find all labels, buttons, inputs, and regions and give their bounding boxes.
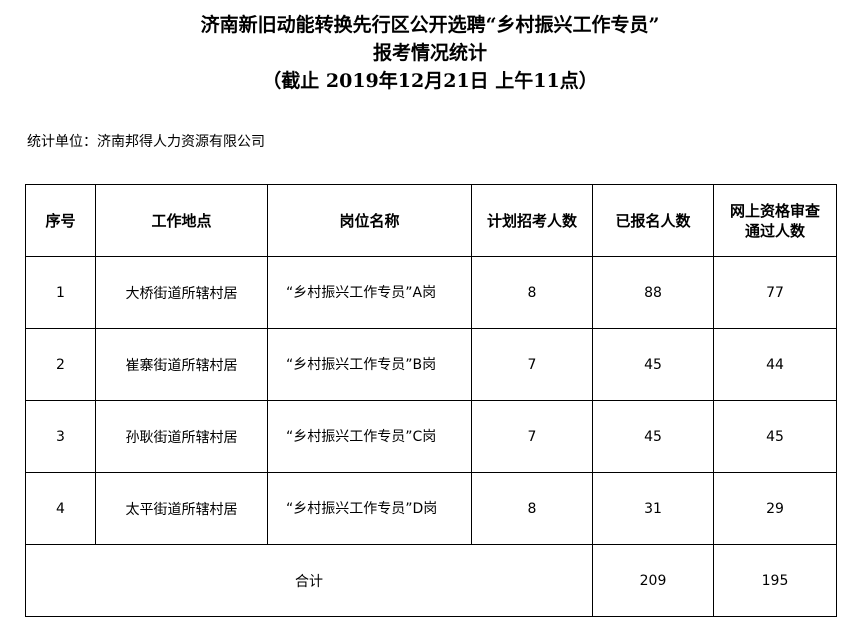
- total-passed: 195: [713, 544, 837, 617]
- cell-planned: 7: [471, 400, 593, 473]
- cell-planned: 7: [471, 328, 593, 401]
- table-row: 1 大桥街道所辖村居 “乡村振兴工作专员”A岗 8 88 77: [25, 256, 837, 329]
- cell-index: 3: [25, 400, 96, 473]
- cell-location: 太平街道所辖村居: [95, 472, 268, 545]
- cell-passed: 45: [713, 400, 837, 473]
- header-location: 工作地点: [95, 184, 268, 257]
- header-passed: 网上资格审查通过人数: [713, 184, 837, 257]
- title-line-1: 济南新旧动能转换先行区公开选聘“乡村振兴工作专员”: [200, 14, 660, 36]
- cell-planned: 8: [471, 256, 593, 329]
- cell-position: “乡村振兴工作专员”D岗: [267, 472, 472, 545]
- cell-passed: 44: [713, 328, 837, 401]
- title-line-2: 报考情况统计: [372, 42, 487, 64]
- cell-index: 1: [25, 256, 96, 329]
- header-planned: 计划招考人数: [471, 184, 593, 257]
- cell-passed: 29: [713, 472, 837, 545]
- cell-location: 大桥街道所辖村居: [95, 256, 268, 329]
- title-line-3: （截止 2019年12月21日 上午11点）: [262, 70, 598, 92]
- header-row: 序号 工作地点 岗位名称 计划招考人数 已报名人数 网上资格审查通过人数: [25, 184, 837, 257]
- cell-planned: 8: [471, 472, 593, 545]
- table-row: 4 太平街道所辖村居 “乡村振兴工作专员”D岗 8 31 29: [25, 472, 837, 545]
- cell-position: “乡村振兴工作专员”B岗: [267, 328, 472, 401]
- statistics-unit: 统计单位：济南邦得人力资源有限公司: [27, 134, 265, 150]
- cell-position: “乡村振兴工作专员”A岗: [267, 256, 472, 329]
- cell-index: 2: [25, 328, 96, 401]
- cell-index: 4: [25, 472, 96, 545]
- table-row: 2 崔寨街道所辖村居 “乡村振兴工作专员”B岗 7 45 44: [25, 328, 837, 401]
- cell-registered: 45: [592, 400, 714, 473]
- total-row: 合计 209 195: [25, 544, 837, 617]
- total-registered: 209: [592, 544, 714, 617]
- cell-passed: 77: [713, 256, 837, 329]
- cell-registered: 31: [592, 472, 714, 545]
- table-row: 3 孙耿街道所辖村居 “乡村振兴工作专员”C岗 7 45 45: [25, 400, 837, 473]
- header-position: 岗位名称: [267, 184, 472, 257]
- statistics-table: 序号 工作地点 岗位名称 计划招考人数 已报名人数 网上资格审查通过人数 1 大…: [25, 184, 837, 617]
- cell-registered: 45: [592, 328, 714, 401]
- cell-location: 崔寨街道所辖村居: [95, 328, 268, 401]
- cell-registered: 88: [592, 256, 714, 329]
- header-registered: 已报名人数: [592, 184, 714, 257]
- cell-position: “乡村振兴工作专员”C岗: [267, 400, 472, 473]
- header-index: 序号: [25, 184, 96, 257]
- cell-location: 孙耿街道所辖村居: [95, 400, 268, 473]
- total-label: 合计: [25, 544, 593, 617]
